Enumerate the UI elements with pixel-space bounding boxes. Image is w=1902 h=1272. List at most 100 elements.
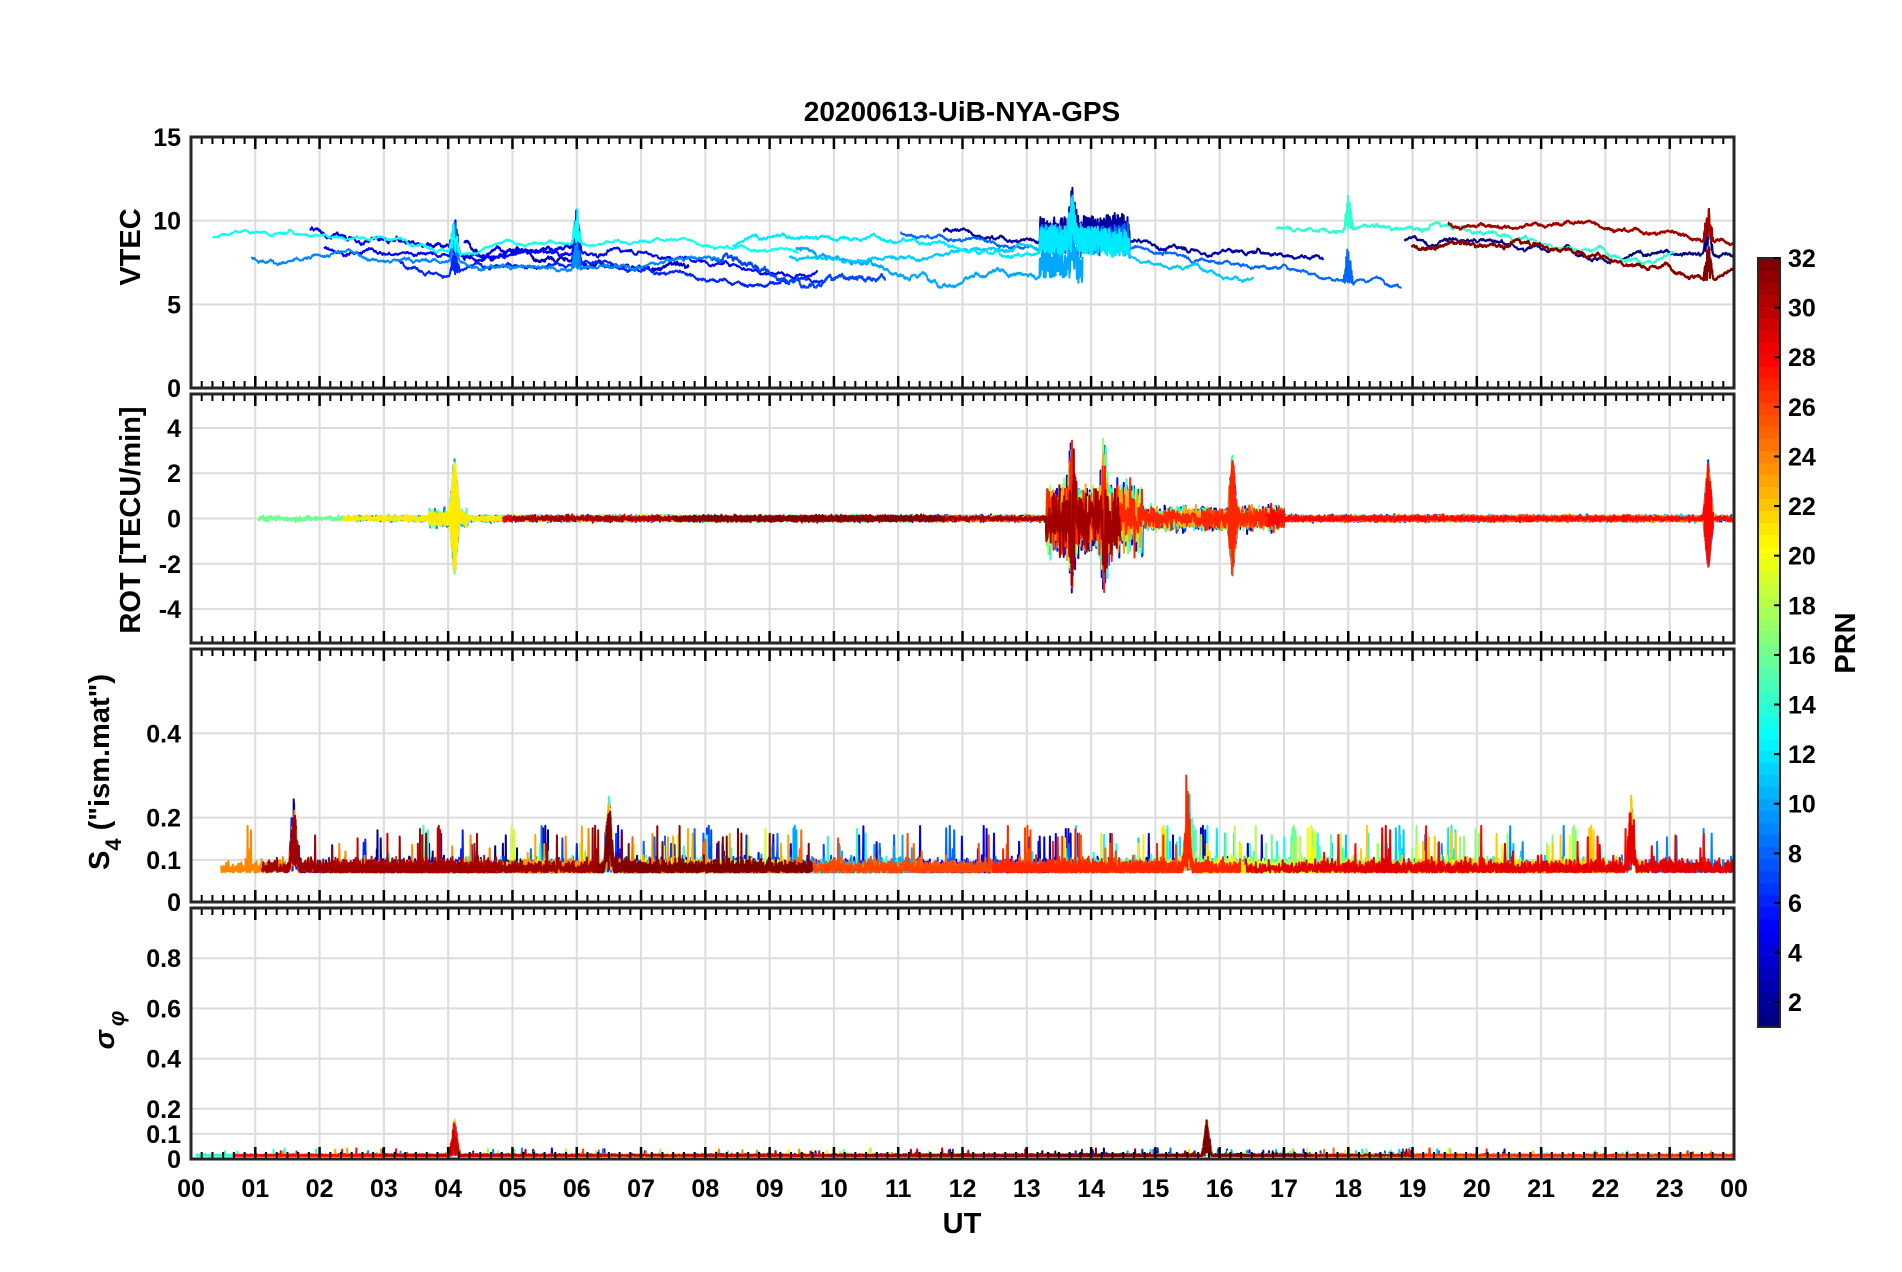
series-line-vtec-prn-5 [323,220,819,280]
x-tick-label: 22 [1592,1175,1620,1203]
plot-frame-s4 [189,647,1736,904]
colorbar-segment [1758,750,1780,764]
colorbar-segment [1758,726,1780,740]
series-line-vtec-prn-7 [710,252,887,289]
colorbar-segment [1758,270,1780,283]
x-tick-label: 10 [820,1175,848,1203]
colorbar-segment [1758,402,1780,415]
colorbar-segment [1758,618,1780,632]
series-line-vtec-prn-2 [942,186,1325,261]
y-tick-label-vtec: 5 [167,291,181,319]
colorbar-segment [1758,414,1780,427]
y-tick-label-vtec: 10 [153,208,181,236]
colorbar-segment [1758,438,1780,451]
colorbar-segment [1758,822,1780,836]
series-line-vtec-prn-4 [309,209,582,264]
colorbar-segment [1758,390,1780,403]
colorbar-segment [1758,450,1780,463]
panel-vtec: 0 5 10 15 [153,124,1736,403]
colorbar-segment [1758,966,1780,980]
series-line-vtec-prn-9 [250,221,721,273]
colorbar-segment [1758,678,1780,692]
colorbar-segment [1758,690,1780,704]
s4-label-suffix: ("ism.mat") [84,674,116,838]
colorbar-segment [1758,846,1780,860]
y-tick-label-s4: 0 [167,889,181,917]
x-tick-label: 00 [1720,1175,1748,1203]
colorbar-segment [1758,582,1780,596]
colorbar-segment [1758,294,1780,307]
y-axis-label-vtec: VTEC [115,208,147,285]
colorbar-segment [1758,318,1780,331]
colorbar-segment [1758,366,1780,379]
y-tick-label-sigma: 0.1 [146,1121,181,1149]
chart-title: 20200613-UiB-NYA-GPS [804,96,1120,127]
x-tick-label: 00 [177,1175,205,1203]
y-tick-label-rot: 0 [167,506,181,534]
x-tick-label: 12 [949,1175,977,1203]
colorbar-tick-label: 28 [1788,344,1816,372]
y-tick-label-sigma: 0 [167,1146,181,1174]
colorbar-segment [1758,630,1780,644]
plot-frame-rot [189,392,1736,645]
y-tick-label-s4: 0.1 [146,847,181,875]
series-line-vtec-prn-31 [1447,208,1735,247]
panel-rot: -4 -2 0 2 4 [159,392,1736,645]
colorbar-tick-label: 30 [1788,295,1816,323]
colorbar-segment [1758,342,1780,355]
colorbar-segment [1758,654,1780,668]
series-line-s4-prn-32 [597,812,814,874]
colorbar-segment [1758,474,1780,487]
colorbar-segment [1758,858,1780,872]
x-tick-label: 21 [1527,1175,1555,1203]
colorbar-segment [1758,606,1780,620]
x-tick-label: 02 [306,1175,334,1203]
x-tick-label: 01 [241,1175,269,1203]
x-tick-label: 23 [1656,1175,1684,1203]
colorbar-segment [1758,702,1780,716]
y-tick-label-vtec: 0 [167,375,181,403]
x-tick-label: 18 [1334,1175,1362,1203]
colorbar-frame [1757,257,1781,1028]
sigma-label-main: σ [89,1028,121,1049]
colorbar-segment [1758,954,1780,968]
series-line-vtec-prn-10 [795,235,1084,289]
colorbar-tick-label: 2 [1788,989,1802,1017]
series-line-s4-prn-27 [991,774,1242,874]
x-tick-label: 07 [627,1175,655,1203]
colorbar-tick-label: 26 [1788,394,1816,422]
colorbar-tick-label: 24 [1788,443,1816,471]
y-tick-label-sigma: 0.4 [146,1046,181,1074]
y-tick-label-sigma: 0.2 [146,1096,181,1124]
x-tick-label: 16 [1206,1175,1234,1203]
series-line-vtec-prn-13 [212,207,799,257]
y-tick-label-rot: 4 [167,415,181,443]
series-line-rot-prn-32 [673,513,945,524]
y-tick-label-vtec: 15 [153,124,181,152]
colorbar-segment [1758,498,1780,511]
colorbar-segment [1758,534,1780,547]
colorbar-tick-label: 32 [1788,245,1816,273]
colorbar-segment [1758,990,1780,1004]
colorbar-tick-label: 4 [1788,940,1802,968]
y-axis-label-s4: S4 ("ism.mat") [84,674,126,870]
colorbar-segment [1758,894,1780,908]
x-tick-labels: 00 01 02 03 04 05 06 07 08 09 10 11 12 13 14 15 16 17 18 19… [177,1175,1748,1203]
x-tick-label: 04 [434,1175,462,1203]
colorbar-segment [1758,258,1780,271]
series-line-vtec-prn-32 [1410,238,1735,282]
colorbar-segment [1758,786,1780,800]
series-line-vtec-prn-11 [788,194,1255,284]
x-tick-label: 09 [756,1175,784,1203]
colorbar-segment [1758,834,1780,848]
colorbar-tick-label: 6 [1788,890,1802,918]
y-tick-label-rot: -2 [159,551,181,579]
s4-label-sub: 4 [101,838,126,851]
y-axis-label-sigma: σφ [89,1011,129,1050]
colorbar-segment [1758,798,1780,812]
x-tick-label: 11 [885,1175,912,1203]
y-tick-label-s4: 0.2 [146,805,181,833]
colorbar-segment [1758,570,1780,584]
